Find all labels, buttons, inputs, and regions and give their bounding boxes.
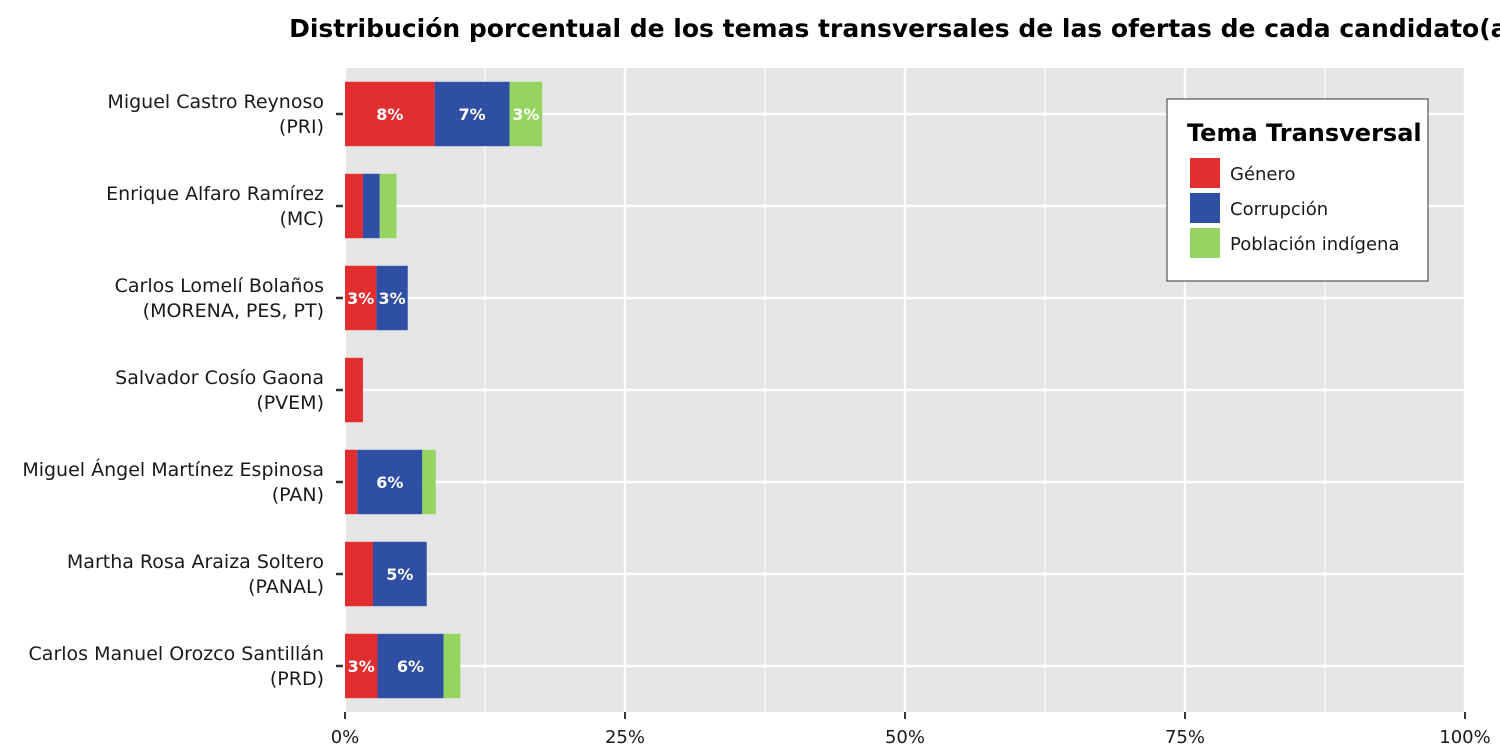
bar-segment [345,265,377,331]
legend: Tema Transversal Género Corrupción Poblaci… [1166,98,1429,282]
category-label-party: (PVEM) [256,392,324,414]
category-label-party: (PANAL) [248,576,324,598]
x-tick-label: 75% [1165,727,1205,748]
bar-value-label: 3% [378,289,405,308]
bar-value-label: 6% [397,657,424,676]
x-tick-label: 50% [885,727,925,748]
legend-label: Población indígena [1230,234,1400,255]
bar-segment [345,541,373,607]
bar-segment [377,633,444,699]
chart-title: Distribución porcentual de los temas tra… [289,14,1500,43]
bar-segment [345,81,435,147]
legend-label: Corrupción [1230,199,1328,220]
x-tick-label: 100% [1439,727,1490,748]
category-label-party: (PAN) [272,484,324,506]
bars [345,81,543,699]
x-tick-label: 25% [605,727,645,748]
bar-segment [345,173,363,239]
legend-items: Género Corrupción Población indígena [1190,158,1400,258]
bar-value-label: 3% [347,289,374,308]
bar-segment [345,449,358,515]
bar-labels: 8% 7% 3%3% 3%6%5%3% 6% [347,105,539,676]
bar-segment [362,173,380,239]
legend-swatch [1190,193,1220,223]
legend-swatch [1190,228,1220,258]
bar-segment [422,449,436,515]
bar-value-label: 6% [376,473,403,492]
bar-value-label: 7% [459,105,486,124]
bar-value-label: 3% [512,105,539,124]
bar-segment [376,265,408,331]
category-label-name: Carlos Lomelí Bolaños [115,275,324,297]
bar-segment [434,81,510,147]
legend-title: Tema Transversal [1187,119,1422,147]
bar-segment [357,449,423,515]
bar-segment [379,173,397,239]
category-label-party: (MORENA, PES, PT) [143,300,324,322]
x-tick-label: 0% [331,727,360,748]
bar-value-label: 8% [376,105,403,124]
category-label-name: Enrique Alfaro Ramírez [106,183,324,205]
bar-value-label: 5% [386,565,413,584]
category-label-party: (PRD) [270,668,324,690]
y-axis-labels: Miguel Castro Reynoso (PRI) Enrique Alfaro… [22,91,343,690]
legend-swatch [1190,158,1220,188]
bar-segment [345,633,378,699]
category-label-party: (PRI) [279,116,324,138]
bar-segment [443,633,461,699]
category-label-name: Miguel Castro Reynoso [107,91,324,113]
legend-label: Género [1230,164,1296,185]
bar-value-label: 3% [348,657,375,676]
category-label-party: (MC) [280,208,325,230]
bar-segment [345,357,363,423]
bar-segment [373,541,427,607]
category-label-name: Carlos Manuel Orozco Santillán [29,643,324,665]
x-axis: 0% 25% 50% 75% 100% [331,712,1491,748]
category-label-name: Salvador Cosío Gaona [115,367,324,389]
category-label-name: Martha Rosa Araiza Soltero [67,551,324,573]
category-label-name: Miguel Ángel Martínez Espinosa [22,458,324,481]
bar-segment [509,81,543,147]
